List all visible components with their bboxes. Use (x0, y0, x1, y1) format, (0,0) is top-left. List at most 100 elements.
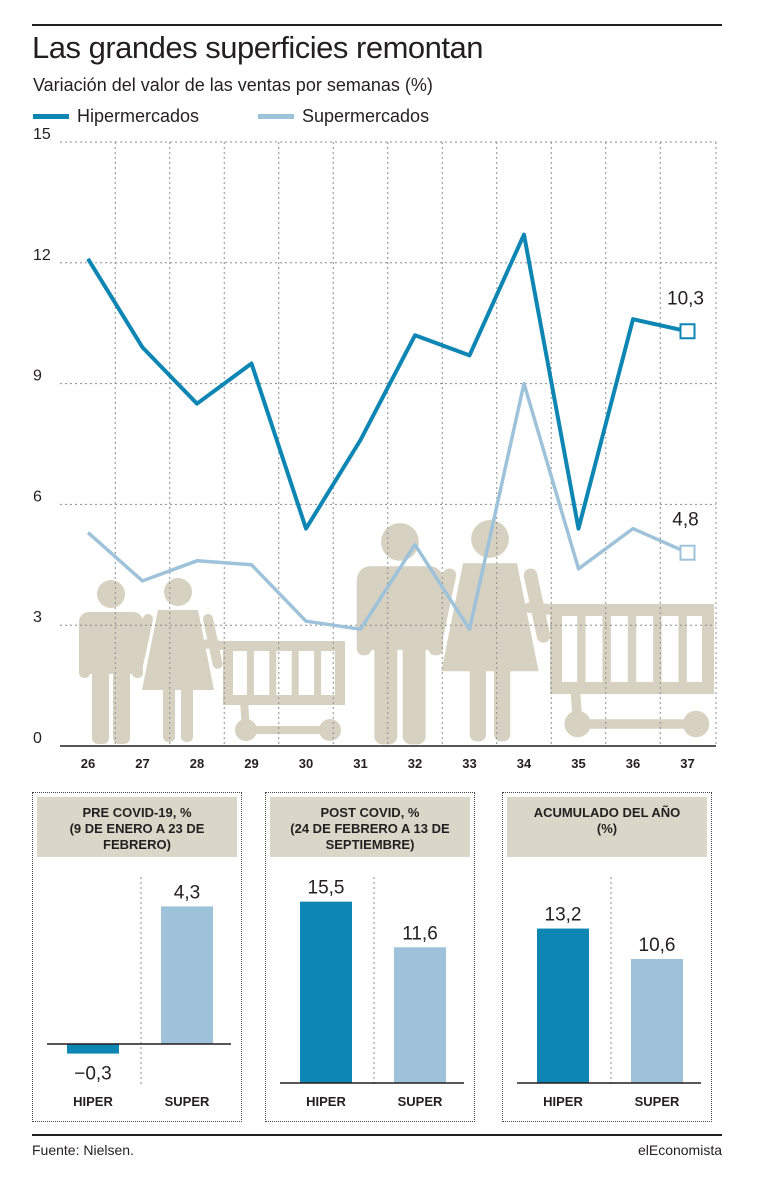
woman-figure-leg (181, 684, 193, 742)
man-figure-head (381, 523, 419, 561)
chart-subtitle: Variación del valor de las ventas por se… (33, 75, 433, 95)
cart-wheel (319, 719, 341, 741)
x-tick-label: 32 (408, 756, 422, 771)
man-figure-leg (374, 641, 398, 745)
x-tick-label: 27 (135, 756, 149, 771)
category-label: SUPER (398, 1094, 443, 1109)
bar-chart-acumulado: 13,2 HIPER 10,6 SUPER (517, 877, 701, 1109)
bar-value-label: 13,2 (545, 905, 582, 926)
bar-value-label: 11,6 (402, 923, 438, 944)
y-tick-label: 3 (33, 609, 42, 626)
legend-label-supermercados: Supermercados (302, 105, 430, 126)
legend-swatch-hipermercados (33, 113, 69, 119)
cart-wheel (564, 710, 591, 738)
y-tick-label: 15 (33, 126, 51, 143)
panel-title-line: POST COVID, % (320, 805, 420, 820)
bottom-rule (32, 1134, 722, 1136)
bar-super (394, 947, 446, 1083)
series-line-hipermercados (86, 232, 688, 531)
category-label: HIPER (543, 1094, 583, 1109)
bar-value-label: 4,3 (174, 882, 200, 903)
woman-figure-leg (494, 663, 511, 742)
x-tick-label: 34 (517, 756, 532, 771)
bar-hiper (537, 928, 589, 1083)
cart-wheel (235, 719, 257, 741)
man-figure-torso (356, 566, 444, 650)
x-tick-label: 36 (626, 756, 640, 771)
panel-title-line: (9 DE ENERO A 23 DE (69, 821, 205, 836)
category-label: SUPER (635, 1094, 680, 1109)
chart-series (86, 232, 696, 631)
y-tick-label: 9 (33, 368, 42, 385)
bar-super (161, 906, 213, 1044)
chart-title: Las grandes superficies remontan (32, 30, 483, 65)
x-tick-label: 37 (680, 756, 694, 771)
end-label-supermercados: 4,8 (672, 510, 698, 531)
panel-title-line: (24 DE FEBRERO A 13 DE (290, 821, 450, 836)
panel-post-covid: POST COVID, % (24 DE FEBRERO A 13 DE SEP… (265, 792, 475, 1122)
man-figure-arm (79, 620, 90, 678)
woman-figure-arm (429, 568, 457, 643)
cart-basket (223, 641, 345, 705)
legend-label-hipermercados: Hipermercados (77, 105, 200, 126)
x-tick-label: 35 (571, 756, 585, 771)
woman-figure-leg (163, 684, 175, 742)
cart-wheel (682, 710, 710, 738)
man-figure-leg (113, 668, 130, 744)
man-figure-arm (356, 577, 372, 656)
bar-hiper (300, 901, 352, 1083)
bar-value-label: 10,6 (639, 935, 676, 956)
x-tick-label: 33 (462, 756, 476, 771)
x-tick-label: 28 (190, 756, 204, 771)
panel-title-line: SEPTIEMBRE) (325, 837, 415, 852)
y-tick-label: 0 (33, 730, 42, 747)
woman-figure-leg (469, 663, 486, 742)
woman-figure-arm (133, 613, 153, 669)
brand-logo-text: elEconomista (637, 1142, 722, 1158)
end-label-hipermercados: 10,3 (667, 288, 704, 309)
panel-pre-covid-title: PRE COVID-19, % (9 DE ENERO A 23 DE FEBR… (37, 797, 237, 857)
panel-acumulado: ACUMULADO DEL AÑO (%) 13,2 HIPER 10,6 SUPER (502, 792, 712, 1122)
source-note: Fuente: Nielsen. (32, 1142, 134, 1158)
end-marker-supermercados (679, 544, 696, 561)
panel-title-line: FEBRERO) (103, 837, 171, 852)
legend-item-supermercados: Supermercados (258, 104, 429, 128)
panel-title-line: ACUMULADO DEL AÑO (533, 805, 681, 820)
bar-hiper (67, 1044, 119, 1054)
category-label: HIPER (306, 1094, 346, 1109)
legend-item-hipermercados: Hipermercados (33, 104, 199, 128)
chart-grid (60, 141, 717, 747)
shoppers-illustration (79, 520, 714, 745)
panel-post-covid-title: POST COVID, % (24 DE FEBRERO A 13 DE SEP… (270, 797, 470, 857)
man-figure-leg (92, 668, 109, 744)
x-tick-label: 31 (353, 756, 367, 771)
man-figure-torso (79, 612, 143, 674)
woman-figure-head (164, 578, 192, 606)
panel-title-line: PRE COVID-19, % (82, 805, 192, 820)
panel-acumulado-title: ACUMULADO DEL AÑO (%) (507, 797, 707, 857)
man-figure-leg (402, 641, 426, 745)
bar-value-label: 15,5 (308, 878, 345, 899)
category-label: SUPER (165, 1094, 210, 1109)
y-tick-label: 12 (33, 247, 51, 264)
woman-figure-dress (441, 563, 539, 672)
legend-swatch-supermercados (258, 113, 294, 119)
panel-pre-covid: PRE COVID-19, % (9 DE ENERO A 23 DE FEBR… (32, 792, 242, 1122)
man-figure-head (97, 580, 125, 608)
panel-title-line: (%) (596, 821, 618, 836)
top-rule (32, 24, 722, 26)
woman-figure-dress (142, 610, 214, 690)
series-line-supermercados (86, 381, 689, 631)
bar-chart-pre-covid: −0,3 HIPER 4,3 SUPER (47, 877, 231, 1109)
end-marker-hipermercados (679, 323, 696, 340)
bar-chart-post-covid: 15,5 HIPER 11,6 SUPER (280, 877, 464, 1109)
x-tick-label: 26 (81, 756, 95, 771)
bar-super (631, 958, 683, 1083)
y-tick-label: 6 (33, 488, 42, 505)
x-tick-label: 30 (299, 756, 313, 771)
category-label: HIPER (73, 1094, 113, 1109)
x-tick-label: 29 (244, 756, 258, 771)
bar-value-label: −0,3 (74, 1064, 112, 1085)
